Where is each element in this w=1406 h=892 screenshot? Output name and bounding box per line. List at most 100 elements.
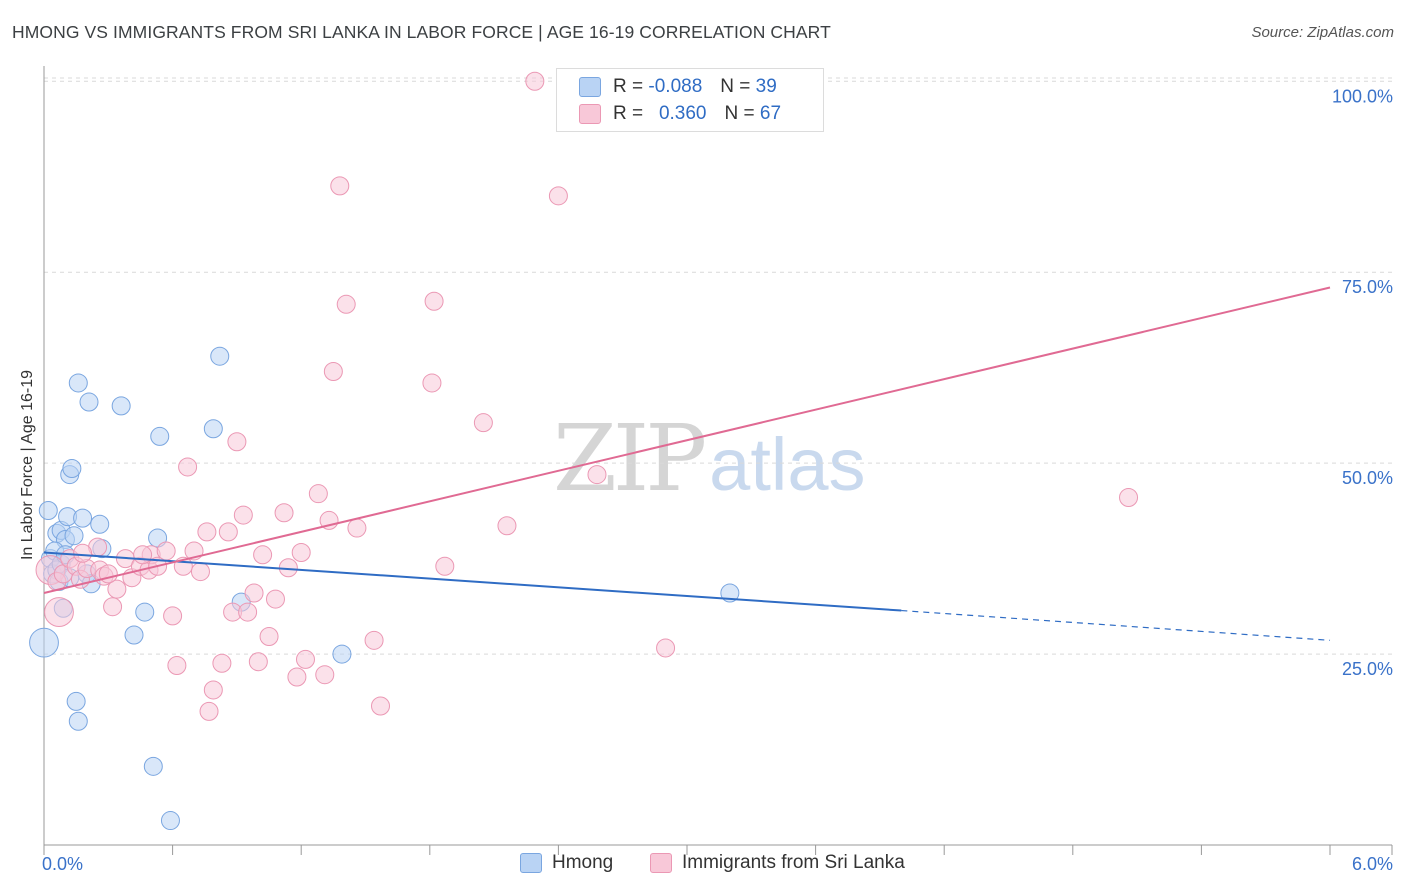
legend-n-label: N = [724,103,755,124]
hmong-trend-extension [901,609,1331,641]
y-tick-label: 25.0% [1342,659,1393,679]
hmong-point [203,419,223,439]
hmong-point [150,426,170,446]
hmong-point [332,644,352,664]
x-tick-label: 6.0% [1352,854,1393,874]
sri-lanka-point [103,597,123,617]
hmong-point [73,508,93,528]
legend-item-hmong[interactable]: Hmong [520,852,613,874]
sri-lanka-point [244,583,264,603]
sri-lanka-n-value: 67 [759,103,782,124]
hmong-point [111,396,131,416]
sri-lanka-point [336,294,356,314]
sri-lanka-point [308,484,328,504]
hmong-point [29,627,59,658]
legend-row-hmong: R = -0.088 N = 39 [579,74,777,100]
sri-lanka-point [156,541,176,561]
hmong-point [68,373,88,393]
sri-lanka-point [274,503,294,523]
hmong-swatch [579,77,601,97]
hmong-point [143,756,163,776]
hmong-point [64,526,84,546]
axes [43,66,1393,855]
sri-lanka-point [197,522,217,542]
series-hmong [29,346,740,831]
y-tick-label: 50.0% [1342,468,1393,488]
correlation-legend: R = -0.088 N = 39 R = 0.360 N = 67 [556,68,824,132]
hmong-trend-line [43,551,902,612]
legend-row-sri-lanka: R = 0.360 N = 67 [579,101,781,127]
watermark-zip: ZIP [553,405,707,512]
hmong-point [720,583,740,603]
source-label: Source: ZipAtlas.com [1251,24,1394,41]
sri-lanka-point [265,589,285,609]
sri-lanka-point [178,457,198,477]
sri-lanka-point [371,696,391,716]
sri-lanka-point [424,291,444,311]
sri-lanka-point [73,543,93,563]
legend-swatch-sri-lanka [650,853,672,873]
legend-item-sri-lanka[interactable]: Immigrants from Sri Lanka [650,852,905,874]
hmong-point [79,392,99,412]
sri-lanka-point [291,542,311,562]
sri-lanka-point [525,71,545,91]
sri-lanka-point [1119,488,1139,508]
chart-title: HMONG VS IMMIGRANTS FROM SRI LANKA IN LA… [12,22,831,42]
hmong-point [135,602,155,622]
hmong-point [124,625,144,645]
hmong-point [90,514,110,534]
watermark-atlas: atlas [709,423,866,506]
sri-lanka-point [422,373,442,393]
sri-lanka-point [163,606,183,626]
sri-lanka-point [248,652,268,672]
sri-lanka-point [295,649,315,669]
watermark: ZIPatlas [553,405,865,512]
grid-lines [44,77,1392,655]
sri-lanka-point [287,667,307,687]
hmong-r-value: -0.088 [648,76,703,97]
sri-lanka-point [330,176,350,196]
sri-lanka-swatch [579,104,601,124]
hmong-n-value: 39 [755,76,777,97]
legend-label-sri-lanka: Immigrants from Sri Lanka [682,852,905,873]
legend-r-label: R = [613,103,644,124]
sri-lanka-point [218,522,238,542]
sri-lanka-point [497,516,517,536]
sri-lanka-point [473,413,493,433]
sri-lanka-point [107,579,127,599]
trend-lines [43,286,1331,641]
sri-lanka-point [212,653,232,673]
hmong-point [68,711,88,731]
hmong-point [210,346,230,366]
y-tick-label: 75.0% [1342,277,1393,297]
sri-lanka-point [233,505,253,525]
sri-lanka-point [347,518,367,538]
hmong-point [38,500,58,520]
legend-n-label: N = [720,76,751,97]
x-tick-label: 0.0% [42,854,83,874]
legend-label-hmong: Hmong [552,852,614,873]
legend-r-label: R = [613,76,644,97]
sri-lanka-point [656,638,676,658]
sri-lanka-r-value: 0.360 [658,103,707,124]
hmong-point [66,691,86,711]
sri-lanka-point [364,630,384,650]
sri-lanka-point [315,665,335,685]
sri-lanka-point [323,361,343,381]
sri-lanka-point [203,680,223,700]
sri-lanka-trend-line [43,286,1331,594]
sri-lanka-point [548,186,568,206]
sri-lanka-point [435,556,455,576]
y-tick-label: 100.0% [1332,86,1393,106]
sri-lanka-point [44,597,74,627]
series-sri-lanka [35,71,1139,721]
tick-labels: 25.0% 50.0% 75.0% 100.0% 0.0% 6.0% [42,86,1393,874]
hmong-point [160,811,180,831]
sri-lanka-point [259,627,279,647]
sri-lanka-point [227,432,247,452]
sri-lanka-point [133,545,153,565]
sri-lanka-point [238,602,258,622]
sri-lanka-point [190,562,210,582]
sri-lanka-point [167,656,187,676]
